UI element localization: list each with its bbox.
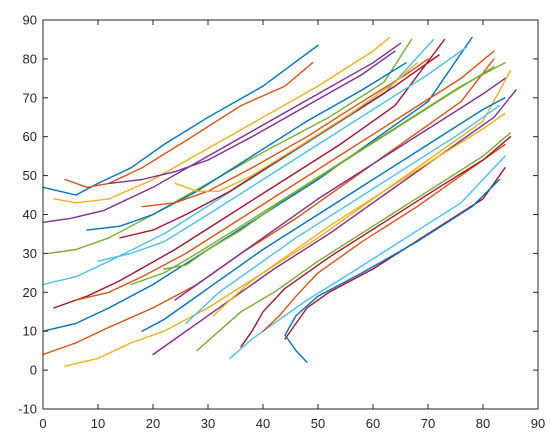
series-line-4 [42,42,402,224]
series-line-29 [141,97,506,332]
y-tick-label: 10 [23,324,37,339]
series-line-22 [86,62,407,231]
series-line-11 [152,89,517,356]
plot-background [43,20,538,409]
x-tick-label: 30 [201,416,215,431]
x-tick-label: 40 [256,416,270,431]
series-line-28 [240,135,512,348]
series-line-1 [42,44,319,196]
x-tick-label: 80 [476,416,490,431]
x-tick-label: 50 [311,416,325,431]
x-tick-label: 10 [91,416,105,431]
series-line-18 [174,77,506,301]
series-line-3 [53,36,391,204]
series-line-30 [75,50,495,301]
y-tick-label: 60 [23,129,37,144]
y-tick-label: 40 [23,207,37,222]
series-line-24 [174,62,418,192]
y-tick-label: 50 [23,168,37,183]
x-tick-label: 0 [39,416,46,431]
series-layer [42,36,517,367]
y-tick-label: 80 [23,51,37,66]
y-tick-label: 70 [23,90,37,105]
x-tick-label: 20 [146,416,160,431]
series-line-27 [185,104,501,325]
series-line-17 [212,112,506,317]
series-line-21 [119,54,440,239]
series-line-2 [64,62,314,189]
y-tick-label: -10 [18,402,37,417]
y-tick-label: 20 [23,285,37,300]
y-tick-label: 30 [23,246,37,261]
series-line-20 [97,46,468,262]
series-line-26 [163,65,495,270]
series-line-15 [284,178,501,363]
series-line-8 [42,36,473,332]
series-line-13 [229,155,506,360]
x-axis: 0 10 20 30 40 50 60 70 80 90 [39,20,545,431]
x-tick-label: 60 [366,416,380,431]
series-line-7 [53,38,446,309]
x-tick-label: 90 [531,416,545,431]
y-axis: -10 0 10 20 30 40 50 60 70 80 90 [18,13,538,417]
x-tick-label: 70 [421,416,435,431]
y-tick-label: 90 [23,13,37,28]
series-line-25 [108,50,396,185]
y-tick-label: 0 [30,363,37,378]
series-line-12 [196,132,512,352]
series-line-16 [262,143,506,332]
